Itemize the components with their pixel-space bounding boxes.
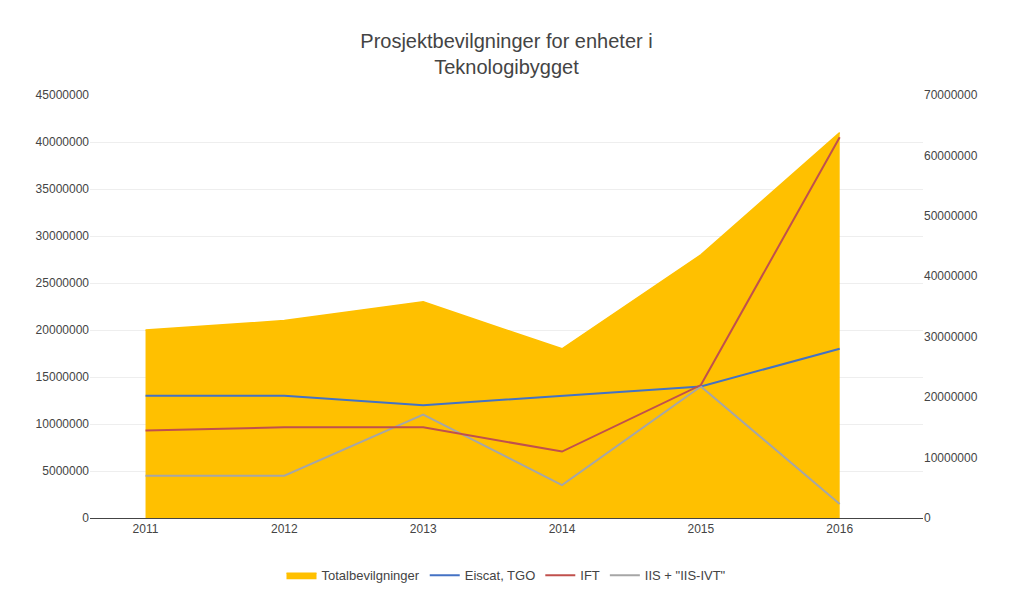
svg-text:30000000: 30000000 xyxy=(36,229,90,243)
svg-text:60000000: 60000000 xyxy=(924,149,978,163)
svg-text:15000000: 15000000 xyxy=(36,370,90,384)
svg-text:2013: 2013 xyxy=(410,522,437,536)
svg-text:70000000: 70000000 xyxy=(924,88,978,102)
svg-text:10000000: 10000000 xyxy=(36,417,90,431)
svg-text:20000000: 20000000 xyxy=(36,323,90,337)
svg-text:45000000: 45000000 xyxy=(36,88,90,102)
svg-text:IIS + "IIS-IVT": IIS + "IIS-IVT" xyxy=(645,568,726,583)
svg-text:2015: 2015 xyxy=(688,522,715,536)
svg-text:20000000: 20000000 xyxy=(924,390,978,404)
svg-text:5000000: 5000000 xyxy=(42,464,89,478)
svg-text:2011: 2011 xyxy=(133,522,159,536)
svg-text:2012: 2012 xyxy=(271,522,298,536)
svg-text:0: 0 xyxy=(924,511,931,525)
svg-text:40000000: 40000000 xyxy=(36,135,90,149)
svg-text:Eiscat, TGO: Eiscat, TGO xyxy=(465,568,536,583)
svg-text:Totalbevilgninger: Totalbevilgninger xyxy=(322,568,420,583)
svg-text:35000000: 35000000 xyxy=(36,182,90,196)
svg-text:30000000: 30000000 xyxy=(924,330,978,344)
svg-text:25000000: 25000000 xyxy=(36,276,90,290)
svg-text:10000000: 10000000 xyxy=(924,451,978,465)
svg-text:40000000: 40000000 xyxy=(924,269,978,283)
svg-text:0: 0 xyxy=(82,511,89,525)
svg-text:50000000: 50000000 xyxy=(924,209,978,223)
svg-text:2016: 2016 xyxy=(826,522,853,536)
svg-text:Prosjektbevilgninger for enhet: Prosjektbevilgninger for enheter iTeknol… xyxy=(360,30,652,78)
svg-text:2014: 2014 xyxy=(549,522,576,536)
svg-text:IFT: IFT xyxy=(580,568,600,583)
